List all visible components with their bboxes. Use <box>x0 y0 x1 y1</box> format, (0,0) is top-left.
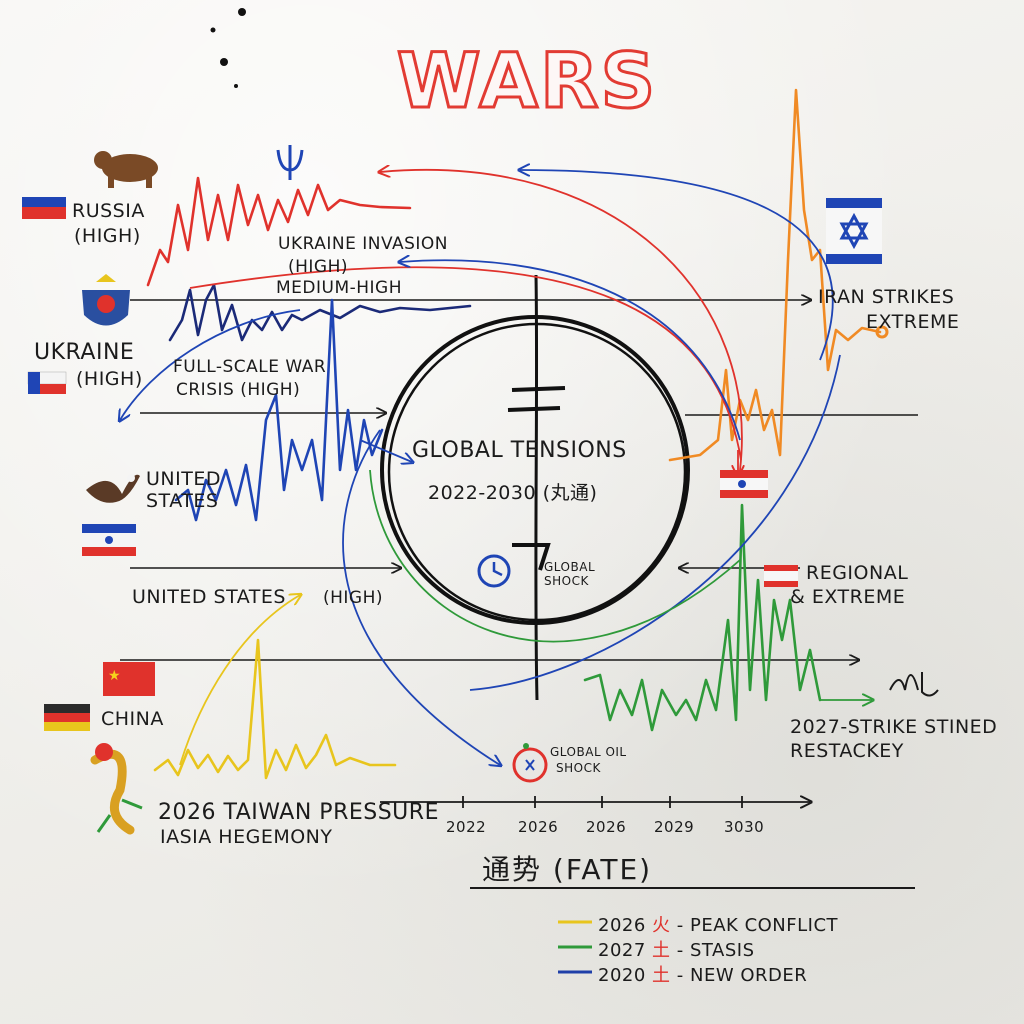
regional-series <box>583 503 822 732</box>
united-states-level: (HIGH) <box>323 588 384 608</box>
legend-item-2: 2027 土 - STASIS <box>598 936 755 962</box>
legend-year: 2026 <box>598 915 646 936</box>
lebanon-flag-small <box>764 565 798 587</box>
legend-glyph: 火 <box>652 915 671 936</box>
iran-flag-small <box>720 470 768 498</box>
tick-label-5: 3030 <box>724 818 765 836</box>
russia-series <box>146 176 412 287</box>
israel-flag <box>826 198 882 264</box>
legend-glyph: 土 <box>652 940 671 961</box>
page-title: WARS <box>395 35 658 127</box>
united-states-row-label: UNITED STATES <box>132 586 286 608</box>
ukraine-invasion-level: (HIGH) <box>288 257 349 277</box>
oil-shock-icon <box>512 743 548 783</box>
regional-label: REGIONAL <box>806 562 909 584</box>
russia-label: RUSSIA <box>72 200 145 222</box>
series-layer <box>146 88 882 780</box>
tick-label-2: 2026 <box>518 818 559 836</box>
russia-flag <box>22 197 66 219</box>
ukraine-label: UKRAINE <box>34 340 135 365</box>
svg-text:★: ★ <box>108 668 121 684</box>
china-series <box>153 638 397 780</box>
ukraine-invasion-label: UKRAINE INVASION <box>278 234 449 254</box>
united-states-series <box>174 298 384 522</box>
china-label: CHINA <box>101 708 164 730</box>
dragon-icon <box>90 743 143 835</box>
united-states-flag <box>82 524 136 556</box>
medium-high-label: MEDIUM-HIGH <box>276 278 403 298</box>
taiwan-label-line1: 2026 TAIWAN PRESSURE <box>158 800 439 825</box>
center-subtitle: 2022-2030 (丸通) <box>428 482 598 504</box>
iran-series <box>668 88 882 462</box>
legend-item-3: 2020 土 - NEW ORDER <box>598 961 807 987</box>
tick-label-4: 2029 <box>654 818 695 836</box>
tick-label-3: 2026 <box>586 818 627 836</box>
strike-label-line1: 2027-STRIKE STINED <box>790 716 998 738</box>
legend-year: 2020 <box>598 965 646 986</box>
arcs <box>120 170 872 765</box>
regional-level-label: & EXTREME <box>790 586 906 608</box>
arabic-script-icon <box>889 672 939 697</box>
tick-label-1: 2022 <box>446 818 487 836</box>
legend-swatches <box>558 920 592 974</box>
crisis-label: CRISIS (HIGH) <box>176 380 301 400</box>
germany-style-flag <box>44 704 90 731</box>
ukraine-level: (HIGH) <box>76 368 143 390</box>
eagle-icon <box>86 474 140 503</box>
legend-text: - STASIS <box>676 940 755 961</box>
united-states-label: UNITED STATES <box>146 468 221 512</box>
china-flag: ★ <box>103 662 155 696</box>
center-title: GLOBAL TENSIONS <box>412 438 627 463</box>
ukraine-series <box>168 283 472 342</box>
russia-level: (HIGH) <box>74 225 141 247</box>
full-scale-war-label: FULL-SCALE WAR <box>173 357 327 377</box>
ukraine-flag <box>27 371 67 394</box>
global-shock-label: GLOBAL SHOCK <box>544 560 596 588</box>
global-tensions-circle <box>380 274 690 701</box>
legend-glyph: 土 <box>652 965 671 986</box>
legend-item-1: 2026 火 - PEAK CONFLICT <box>598 911 838 937</box>
strike-label-line2: RESTACKEY <box>790 740 904 762</box>
orange-endpoint-dot <box>875 325 889 339</box>
taiwan-label-line2: IASIA HEGEMONY <box>160 826 333 848</box>
iran-level-label: EXTREME <box>866 311 960 333</box>
oil-shock-line1: GLOBAL OIL <box>550 745 627 759</box>
trident-icon <box>276 145 304 180</box>
ukraine-crest-icon <box>82 274 130 326</box>
row-lines <box>120 300 918 660</box>
fate-title: 通势 (FATE) <box>482 853 653 886</box>
iran-strikes-label: IRAN STRIKES <box>818 286 955 308</box>
clock-icon <box>477 554 511 588</box>
timeline-axis <box>380 796 810 808</box>
legend-year: 2027 <box>598 940 646 961</box>
ink-dots <box>210 8 246 88</box>
bear-icon <box>94 151 158 188</box>
oil-shock-line2: SHOCK <box>556 761 601 775</box>
legend-text: - NEW ORDER <box>676 965 808 986</box>
legend-text: - PEAK CONFLICT <box>676 915 839 936</box>
